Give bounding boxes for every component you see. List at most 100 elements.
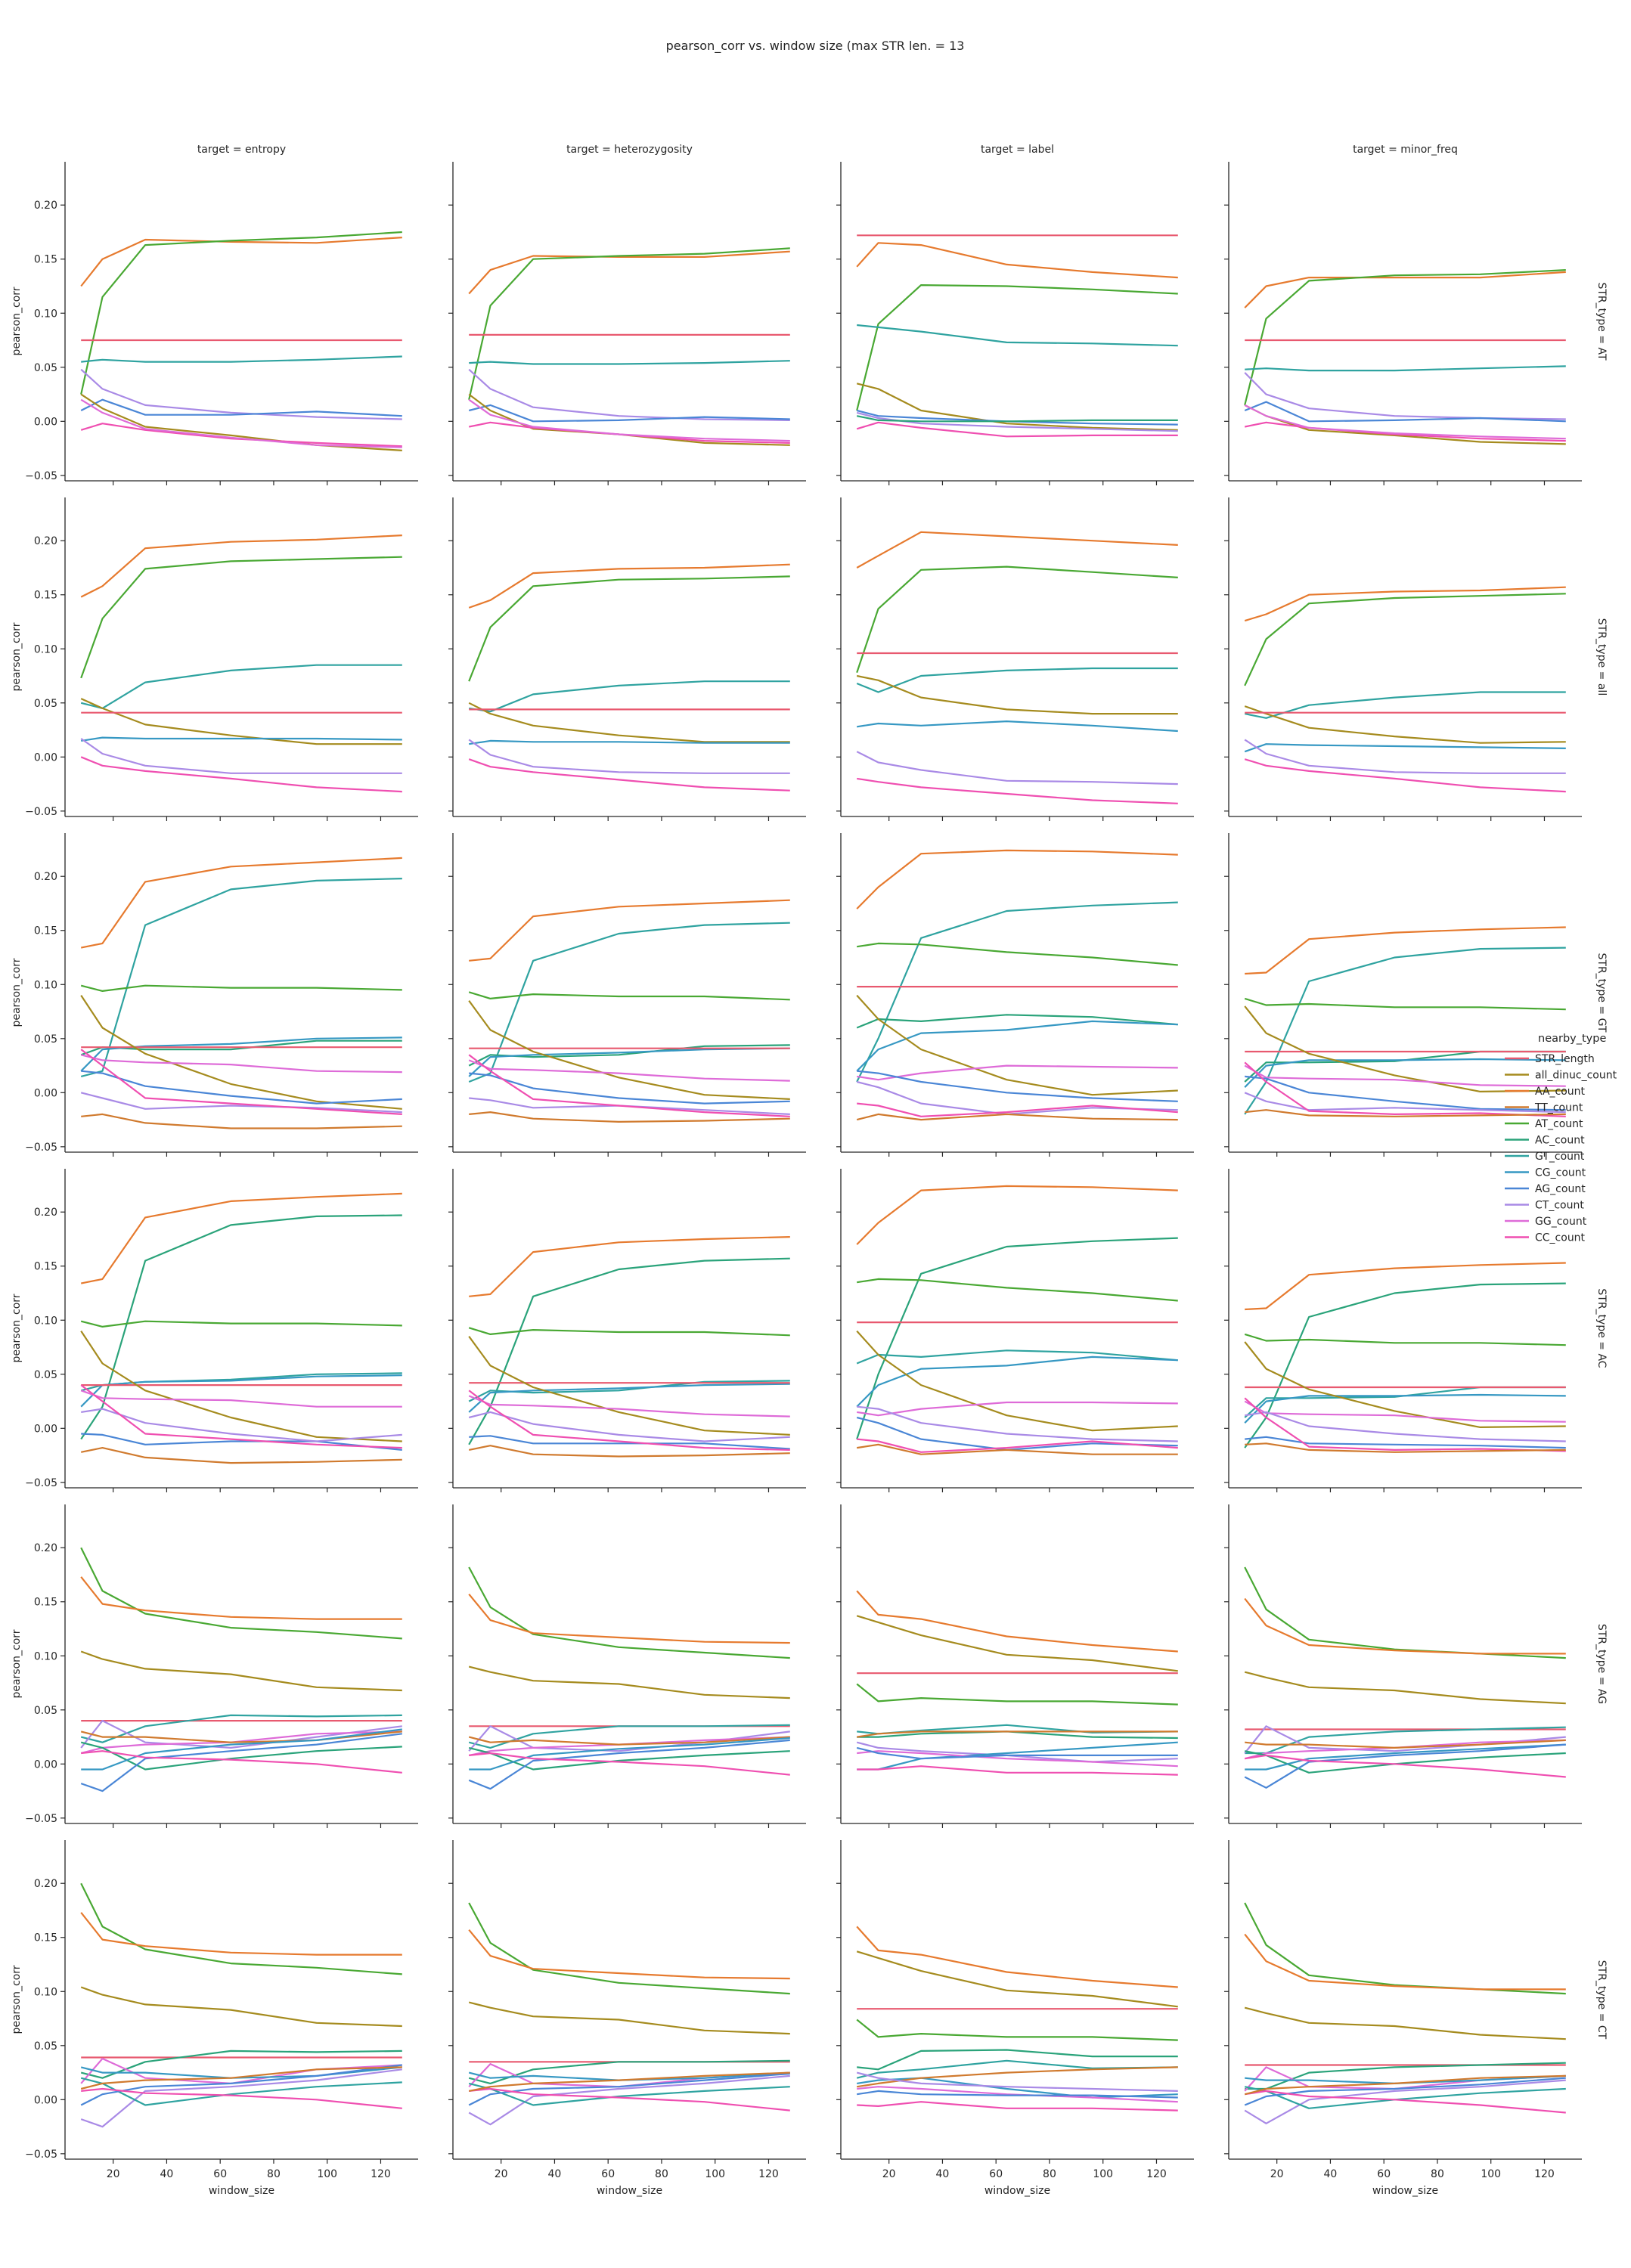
series-line-cc-count <box>1244 1061 1566 1117</box>
series-line-cc-count <box>857 1102 1178 1117</box>
y-tick-label: 0.05 <box>34 1369 57 1381</box>
series-line-cc-count <box>80 1384 402 1449</box>
legend-title: nearby_type <box>1538 1033 1606 1045</box>
series-line-ac-count <box>1245 2062 1566 2090</box>
series-line-aa-count <box>856 531 1178 569</box>
series-line-tt-count <box>81 1113 402 1129</box>
series-line-at-count <box>857 1278 1178 1302</box>
series-line-gg-count <box>468 398 790 442</box>
series-line-cg-count <box>469 739 790 745</box>
x-tick-label: 120 <box>371 2168 391 2180</box>
series-line-ct-count <box>857 1405 1178 1442</box>
panel-r4-c0: −0.05 0.00 0.05 0.10 0.15 0.20 pearson_corr <box>11 1504 418 1828</box>
panels-layer: −0.05 0.00 0.05 0.10 0.15 0.20 target = entrop… <box>11 144 1608 2197</box>
y-tick-label: 0.20 <box>34 1207 57 1219</box>
legend-item: GT_count <box>1505 1151 1585 1163</box>
series-line-all-dinuc-count <box>1244 1671 1566 1705</box>
series-line-ag-count <box>468 2072 790 2106</box>
y-axis-label: pearson_corr <box>11 1629 23 1698</box>
series-line-ct-count <box>856 1080 1178 1116</box>
legend-label: STR_length <box>1535 1053 1595 1065</box>
legend-item: GG_count <box>1505 1216 1587 1228</box>
legend-label: CG_count <box>1535 1167 1586 1179</box>
legend-label: TT_count <box>1534 1102 1583 1114</box>
series-line-ac-count <box>1244 1750 1566 1774</box>
series-line-gg-count <box>857 1064 1178 1081</box>
series-line-cg-count <box>81 1728 402 1771</box>
legend-label: all_dinuc_count <box>1535 1070 1617 1082</box>
legend-label: GT_count <box>1535 1151 1585 1163</box>
series-line-ac-count <box>80 1214 402 1440</box>
series-line-tt-count <box>1245 1109 1566 1117</box>
legend-item: AC_count <box>1505 1135 1585 1147</box>
series-line-at-count <box>1244 997 1566 1011</box>
series-line-aa-count <box>1244 586 1566 622</box>
series-line-aa-count <box>1245 1262 1566 1311</box>
series-line-at-count <box>80 556 402 679</box>
series-line-ag-count <box>1244 1743 1566 1789</box>
series-line-aa-count <box>468 1929 790 1980</box>
panel-r2-c1 <box>448 833 806 1157</box>
series-line-at-count <box>468 247 790 400</box>
legend-items: STR_length all_dinuc_count AA_count TT_coun… <box>1505 1053 1617 1244</box>
series-line-all-dinuc-count <box>1244 404 1566 445</box>
series-line-gt-count <box>856 667 1178 693</box>
y-tick-label: 0.00 <box>34 1423 57 1435</box>
series-line-ag-count <box>1244 2077 1566 2106</box>
series-line-aa-count <box>856 1926 1178 1988</box>
series-line-gt-count <box>469 360 790 365</box>
panel-r4-c1 <box>448 1504 806 1828</box>
series-line-aa-count <box>1244 271 1566 308</box>
series-line-all-dinuc-count <box>468 1665 790 1699</box>
series-line-at-count <box>468 1566 790 1659</box>
series-line-aa-count <box>468 250 790 295</box>
series-line-cg-count <box>1245 1743 1566 1771</box>
series-line-all-dinuc-count <box>80 1650 402 1692</box>
panel-r5-c2: 20 40 60 80 100 120 window_size <box>836 1840 1194 2197</box>
y-axis-label: pearson_corr <box>11 958 23 1027</box>
x-tick-label: 20 <box>495 2168 508 2180</box>
x-tick-label: 80 <box>1431 2168 1444 2180</box>
series-line-cc-count <box>469 2087 790 2112</box>
y-tick-label: −0.05 <box>25 470 57 482</box>
series-line-ag-count <box>1245 1436 1566 1449</box>
series-line-ag-count <box>81 1433 402 1451</box>
series-line-gg-count <box>1244 404 1566 440</box>
x-tick-label: 60 <box>601 2168 615 2180</box>
series-line-gg-count <box>1244 1400 1566 1423</box>
x-tick-label: 20 <box>107 2168 120 2180</box>
series-line-ac-count <box>857 1730 1178 1740</box>
series-line-all-dinuc-count <box>468 1336 790 1436</box>
series-line-tt-count <box>1245 1739 1566 1749</box>
series-line-aa-count <box>80 857 402 949</box>
series-line-ag-count <box>80 1733 402 1792</box>
x-tick-label: 60 <box>1377 2168 1391 2180</box>
legend-item: TT_count <box>1505 1102 1583 1114</box>
series-line-cc-count <box>856 421 1178 438</box>
y-tick-label: 0.10 <box>34 308 57 320</box>
series-line-ct-count <box>1244 372 1566 420</box>
x-tick-label: 60 <box>989 2168 1003 2180</box>
series-line-cc-count <box>81 1750 402 1774</box>
series-line-ac-count <box>857 2049 1178 2071</box>
series-line-all-dinuc-count <box>468 1000 790 1100</box>
series-line-aa-count <box>80 1912 402 1956</box>
y-tick-label: 0.00 <box>34 2094 57 2106</box>
series-line-all-dinuc-count <box>80 1330 402 1442</box>
series-line-gt-count <box>80 1714 402 1743</box>
y-tick-label: 0.20 <box>34 535 57 547</box>
y-tick-label: 0.15 <box>34 1597 57 1609</box>
legend-label: AC_count <box>1535 1135 1585 1147</box>
series-line-at-count <box>80 1320 402 1328</box>
series-line-ag-count <box>856 1746 1178 1760</box>
y-tick-label: −0.05 <box>25 1813 57 1825</box>
series-line-cg-count <box>81 736 402 742</box>
panel-r0-c1: target = heterozygosity <box>448 144 806 485</box>
series-line-gg-count <box>468 1395 790 1418</box>
series-line-ct-count <box>1245 1411 1566 1442</box>
series-line-gg-count <box>80 1390 402 1408</box>
legend-label: AA_count <box>1535 1086 1586 1098</box>
series-line-aa-count <box>1244 1933 1566 1991</box>
series-line-gt-count <box>857 324 1178 347</box>
series-line-gt-count <box>1244 691 1566 719</box>
